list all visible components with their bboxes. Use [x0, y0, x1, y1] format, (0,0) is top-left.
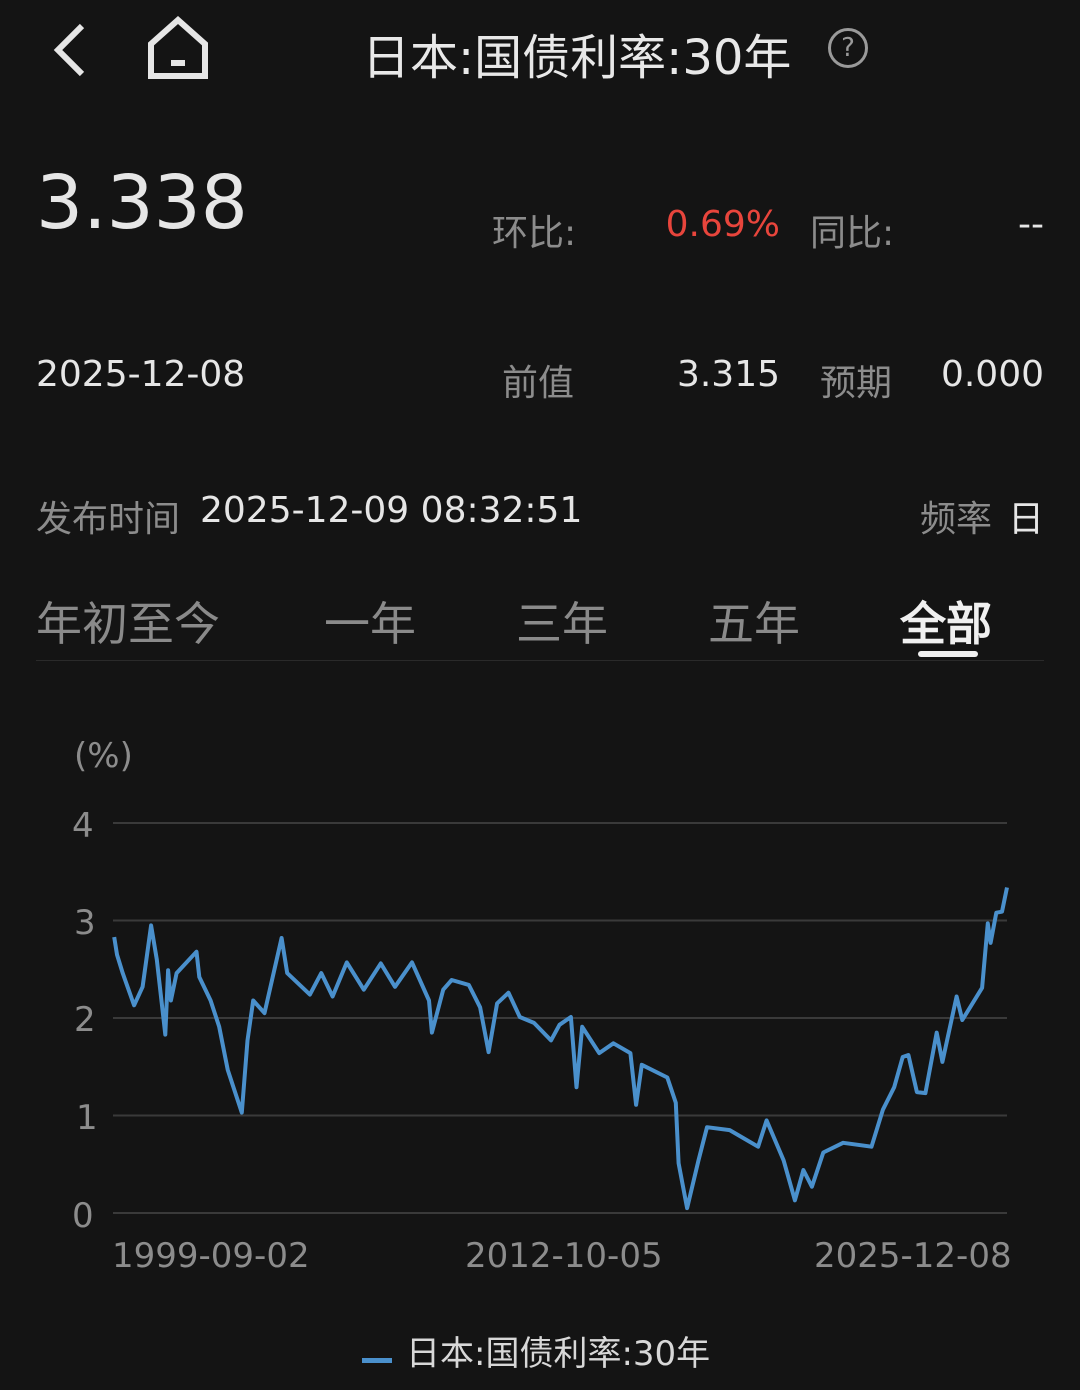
data-date: 2025-12-08 [36, 354, 246, 395]
frequency-label: 频率 [920, 499, 993, 540]
forecast-value: 0.000 [940, 354, 1044, 395]
frequency-value: 日 [1008, 499, 1045, 540]
tab-1y[interactable]: 一年 [324, 597, 416, 651]
tab-all[interactable]: 全部 [900, 597, 992, 651]
x-tick-label: 1999-09-02 [112, 1236, 310, 1276]
x-tick-label: 2012-10-05 [465, 1236, 663, 1276]
y-axis-unit: (%) [74, 736, 133, 776]
tab-3y[interactable]: 三年 [516, 597, 608, 651]
yoy-label: 同比: [810, 213, 895, 254]
release-time: 2025-12-09 08:32:51 [200, 490, 583, 531]
tab-ytd[interactable]: 年初至今 [36, 597, 220, 651]
home-button[interactable] [146, 15, 210, 80]
y-tick-label: 1 [76, 1098, 98, 1138]
y-tick-label: 4 [72, 806, 94, 846]
forecast-label: 预期 [820, 363, 893, 404]
tab-5y[interactable]: 五年 [708, 597, 800, 651]
x-tick-label: 2025-12-08 [814, 1236, 1012, 1276]
release-label: 发布时间 [36, 499, 181, 540]
back-button[interactable] [50, 22, 90, 78]
question-circle-icon[interactable]: ? [828, 28, 868, 68]
y-tick-label: 2 [74, 1000, 96, 1040]
legend-swatch [362, 1358, 392, 1363]
legend-label: 日本:国债利率:30年 [406, 1334, 711, 1374]
y-tick-label: 0 [72, 1196, 94, 1236]
prev-label: 前值 [502, 363, 575, 404]
y-tick-label: 3 [74, 903, 96, 943]
mom-label: 环比: [492, 213, 577, 254]
chevron-left-icon [53, 23, 85, 77]
current-value: 3.338 [36, 160, 248, 246]
legend[interactable]: 日本:国债利率:30年 [362, 1326, 710, 1375]
active-tab-indicator [918, 651, 978, 657]
yoy-value: -- [1018, 204, 1044, 245]
series-line [112, 887, 1009, 1211]
mom-value: 0.69% [665, 204, 780, 245]
tabs-divider [36, 660, 1044, 661]
page-title: 日本:国债利率:30年 [362, 30, 792, 86]
prev-value: 3.315 [676, 354, 780, 395]
home-icon [148, 15, 208, 79]
